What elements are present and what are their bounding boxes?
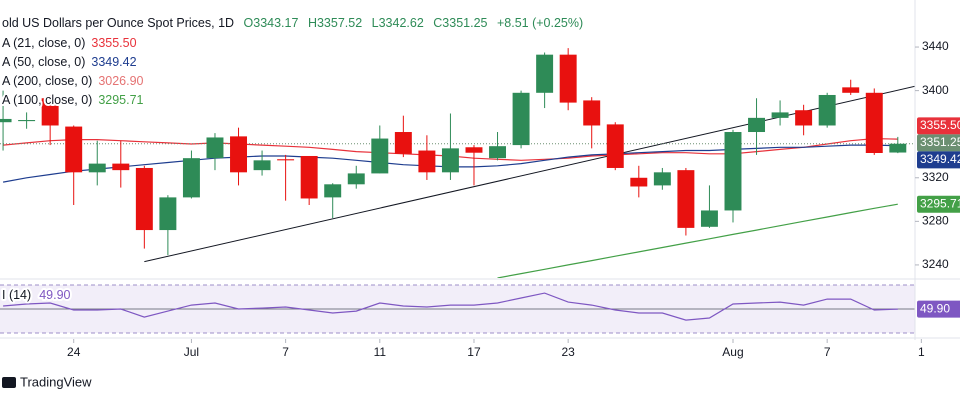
- legend-name: A (50, close, 0): [2, 55, 85, 69]
- candle-body: [230, 136, 247, 173]
- candle-body: [889, 143, 907, 153]
- y-tick-label: 3440: [922, 39, 949, 53]
- candle-body: [441, 148, 459, 173]
- rsi-line: [3, 292, 898, 321]
- candle-body: [536, 54, 554, 93]
- candle-body: [300, 155, 318, 199]
- x-tick-label: Aug: [722, 345, 743, 359]
- candle-body: [371, 138, 389, 174]
- brand-logo: [2, 377, 16, 388]
- price-label-box: [917, 195, 960, 213]
- x-tick-label: 7: [282, 345, 289, 359]
- candle-body: [206, 137, 224, 159]
- candle-body: [795, 110, 813, 126]
- price-label: 3349.42: [920, 152, 960, 166]
- x-tick-label: 24: [67, 345, 81, 359]
- candle-body: [559, 54, 577, 103]
- legend-value: 3349.42: [91, 55, 136, 69]
- brand-name: TradingView: [20, 374, 92, 389]
- legend-entry: A (50, close, 0) 3349.42: [2, 55, 137, 69]
- change-value: +8.51 (+0.25%): [497, 16, 583, 30]
- rsi-name: I (14): [2, 288, 31, 302]
- price-pane: [0, 48, 915, 278]
- price-label-box: [917, 151, 960, 169]
- legend-name: A (21, close, 0): [2, 36, 85, 50]
- legend-value: 3295.71: [98, 93, 143, 107]
- candle-body: [465, 147, 483, 153]
- candle-body: [347, 173, 365, 185]
- rsi-label-box: [917, 300, 960, 318]
- high-value: H3357.52: [308, 16, 362, 30]
- y-tick-label: 3320: [922, 170, 949, 184]
- candle-body: [182, 158, 200, 198]
- candle-body: [489, 146, 507, 159]
- legend: old US Dollars per Ounce Spot Prices, 1D…: [0, 14, 585, 304]
- ma-line: [497, 203, 898, 278]
- legend-entry: A (100, close, 0) 3295.71: [2, 93, 144, 107]
- price-label: 3355.50: [920, 118, 960, 132]
- y-tick-label: 3400: [922, 83, 949, 97]
- candle-body: [842, 87, 860, 93]
- candle-body: [18, 120, 36, 122]
- candle-body: [277, 159, 295, 161]
- x-tick-label: 11: [374, 345, 387, 359]
- y-tick-label: 3280: [922, 214, 949, 228]
- price-label: 3295.71: [920, 196, 960, 210]
- x-tick-label: 23: [561, 345, 575, 359]
- x-tick-label: 1: [918, 345, 925, 359]
- rsi-pane: [0, 284, 915, 334]
- rsi-label: 49.90: [920, 301, 950, 315]
- legend-name: A (100, close, 0): [2, 93, 92, 107]
- legend-entry: A (200, close, 0) 3026.90: [2, 74, 144, 88]
- candle-body: [818, 94, 836, 126]
- header: old US Dollars per Ounce Spot Prices, 1D…: [2, 16, 583, 30]
- open-value: O3343.17: [244, 16, 299, 30]
- chart-title: old US Dollars per Ounce Spot Prices, 1D: [2, 16, 234, 30]
- candle-body: [748, 117, 766, 133]
- low-value: L3342.62: [372, 16, 424, 30]
- candle-body: [677, 170, 695, 228]
- candle-body: [159, 197, 177, 231]
- trendline: [144, 85, 915, 263]
- rsi-legend: I (14) 49.90: [2, 288, 71, 302]
- brand: TradingView: [2, 374, 92, 389]
- candle-body: [418, 150, 436, 173]
- candle-body: [112, 163, 130, 171]
- legend-name: A (200, close, 0): [2, 74, 92, 88]
- candle-body: [700, 210, 718, 227]
- candle-body: [583, 100, 601, 126]
- candle-body: [724, 132, 742, 211]
- candle-body: [253, 160, 271, 171]
- candle-body: [324, 184, 342, 198]
- candle-body: [771, 112, 789, 118]
- price-label: 3351.25: [920, 135, 960, 149]
- candle-body: [512, 92, 530, 146]
- price-label-box: [917, 117, 960, 135]
- close-value: C3351.25: [433, 16, 487, 30]
- x-tick-label: Jul: [184, 345, 199, 359]
- rsi-value: 49.90: [39, 288, 70, 302]
- x-tick-label: 17: [467, 345, 481, 359]
- candle-body: [606, 124, 624, 168]
- x-tick-label: 7: [824, 345, 831, 359]
- candle-body: [865, 92, 883, 153]
- legend-entry: A (21, close, 0) 3355.50: [2, 36, 137, 50]
- legend-value: 3355.50: [91, 36, 136, 50]
- candle-body: [88, 163, 106, 173]
- candle-body: [65, 126, 83, 173]
- candle-body: [41, 98, 59, 126]
- candle-body: [135, 167, 153, 231]
- candle-body: [630, 177, 648, 187]
- candle-body: [0, 118, 12, 123]
- price-label-box: [917, 134, 960, 152]
- axes: 3240 3280 3320 3400 3440 24 Jul 7 11 17 23 Aug 7 1 335…: [0, 0, 960, 359]
- y-tick-label: 3240: [922, 257, 949, 271]
- candle-body: [394, 132, 412, 154]
- candle-body: [653, 172, 671, 186]
- legend-value: 3026.90: [98, 74, 143, 88]
